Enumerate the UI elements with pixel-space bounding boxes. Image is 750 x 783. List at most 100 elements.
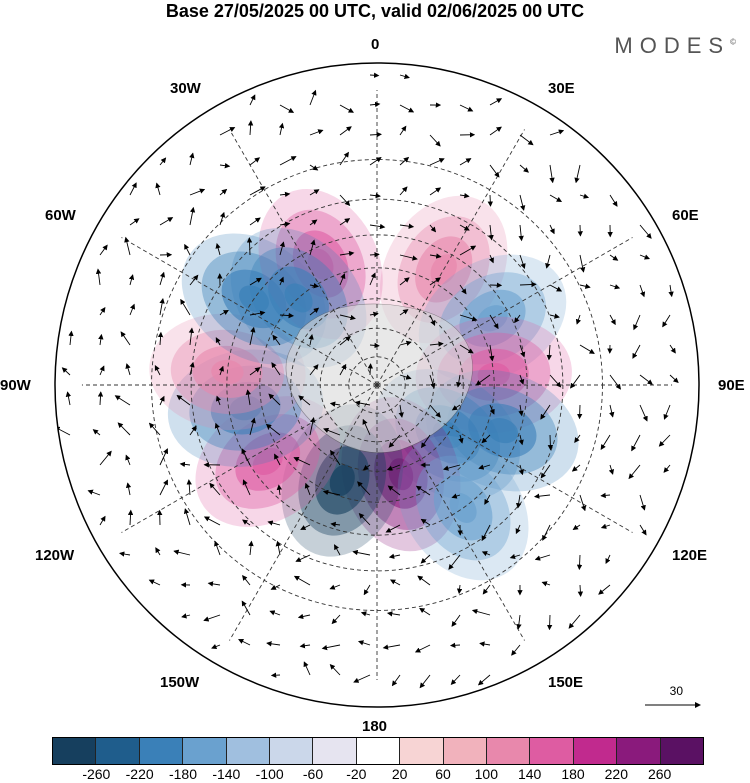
wind-arrow — [451, 493, 461, 499]
wind-arrow — [279, 312, 295, 319]
wind-arrow — [429, 134, 441, 147]
colorbar-tick-label: -140 — [212, 766, 241, 782]
wind-arrow — [248, 540, 254, 556]
lon-label-90w: 90W — [0, 377, 31, 394]
wind-arrow — [238, 639, 251, 646]
wind-arrow — [574, 434, 581, 443]
wind-arrow — [124, 236, 131, 256]
wind-arrow — [600, 434, 611, 450]
wind-arrow — [279, 104, 295, 113]
wind-arrow — [549, 313, 560, 319]
wind-arrow — [339, 314, 356, 321]
wind-arrow — [399, 254, 418, 261]
colorbar-swatch — [183, 738, 227, 764]
wind-arrow — [300, 524, 311, 530]
wind-arrow — [249, 417, 256, 436]
wind-arrow — [148, 422, 161, 436]
wind-arrow — [99, 365, 105, 376]
wind-arrow — [398, 404, 404, 418]
wind-arrow — [519, 344, 526, 358]
wind-arrow — [479, 641, 491, 647]
wind-arrow — [456, 374, 462, 388]
wind-arrow — [249, 157, 261, 166]
wind-arrow — [249, 186, 266, 196]
wind-arrow — [309, 129, 324, 136]
wind-arrow — [632, 344, 641, 359]
wind-arrow — [459, 245, 477, 256]
meridian-line — [376, 384, 633, 533]
wind-arrow — [189, 206, 196, 226]
meridian-line — [376, 237, 633, 386]
wind-arrow — [415, 485, 431, 496]
wind-arrow — [176, 394, 191, 406]
wind-arrow — [309, 417, 316, 436]
wind-arrow — [399, 73, 410, 79]
wind-arrow — [249, 367, 261, 376]
wind-arrow — [299, 643, 311, 649]
wind-arrow — [119, 551, 131, 557]
map-boundary — [54, 62, 700, 708]
wind-arrow — [542, 524, 551, 541]
wind-arrow — [385, 524, 401, 533]
wind-arrow — [157, 331, 164, 346]
wind-arrow — [478, 464, 491, 470]
wind-arrow — [219, 162, 231, 169]
wind-arrow — [279, 241, 285, 256]
wind-arrow — [369, 131, 382, 138]
wind-arrow — [511, 644, 521, 656]
wind-arrow — [129, 182, 137, 196]
lon-label-180: 180 — [362, 718, 388, 735]
wind-arrow — [129, 218, 140, 226]
wind-arrow — [421, 434, 431, 449]
wind-arrow — [218, 365, 224, 376]
wind-arrow — [189, 274, 199, 286]
wind-arrow — [628, 464, 641, 480]
wind-arrow — [272, 334, 281, 346]
wind-arrow — [309, 189, 320, 196]
wind-arrow — [241, 600, 251, 616]
wind-arrow — [354, 400, 371, 406]
wind-arrow — [369, 342, 380, 349]
wind-arrow — [331, 614, 341, 625]
wind-arrow — [518, 224, 524, 242]
wind-arrow — [639, 284, 646, 298]
wind-arrow — [242, 479, 251, 496]
wind-arrow — [330, 449, 341, 466]
colorbar-tick-label: -20 — [346, 766, 367, 782]
antarctica-landmass — [285, 303, 473, 453]
colorbar-tick-label: 140 — [517, 766, 542, 782]
wind-arrow — [125, 363, 131, 376]
wind-arrow — [477, 674, 491, 686]
wind-arrow — [246, 237, 253, 256]
wind-arrow — [386, 611, 401, 617]
wind-arrow — [417, 575, 431, 586]
wind-arrow — [420, 554, 431, 564]
wind-arrow — [549, 284, 563, 292]
wind-arrow — [279, 191, 291, 198]
wind-arrow — [546, 344, 552, 361]
wind-arrow — [65, 391, 72, 406]
wind-arrow — [609, 404, 615, 418]
wind-arrow — [92, 429, 101, 436]
colorbar-tick-label: -220 — [125, 766, 154, 782]
wind-arrow — [449, 642, 461, 648]
wind-arrow — [489, 404, 495, 415]
lon-label-120e: 120E — [672, 547, 708, 564]
wind-arrow — [459, 314, 478, 322]
meridian-line — [229, 384, 378, 641]
wind-arrow — [309, 239, 316, 256]
wind-arrow — [189, 361, 195, 376]
wind-arrow — [215, 395, 222, 406]
wind-arrow — [579, 283, 591, 289]
wind-arrow — [639, 494, 646, 511]
wind-arrow — [189, 152, 195, 166]
wind-arrow — [519, 194, 526, 211]
wind-arrow — [87, 489, 101, 496]
wind-arrow — [309, 283, 320, 289]
wind-arrow — [271, 362, 281, 376]
wind-arrow — [489, 344, 495, 362]
wind-arrow — [203, 614, 221, 622]
wind-arrow — [68, 330, 74, 346]
wind-arrow — [363, 584, 371, 596]
